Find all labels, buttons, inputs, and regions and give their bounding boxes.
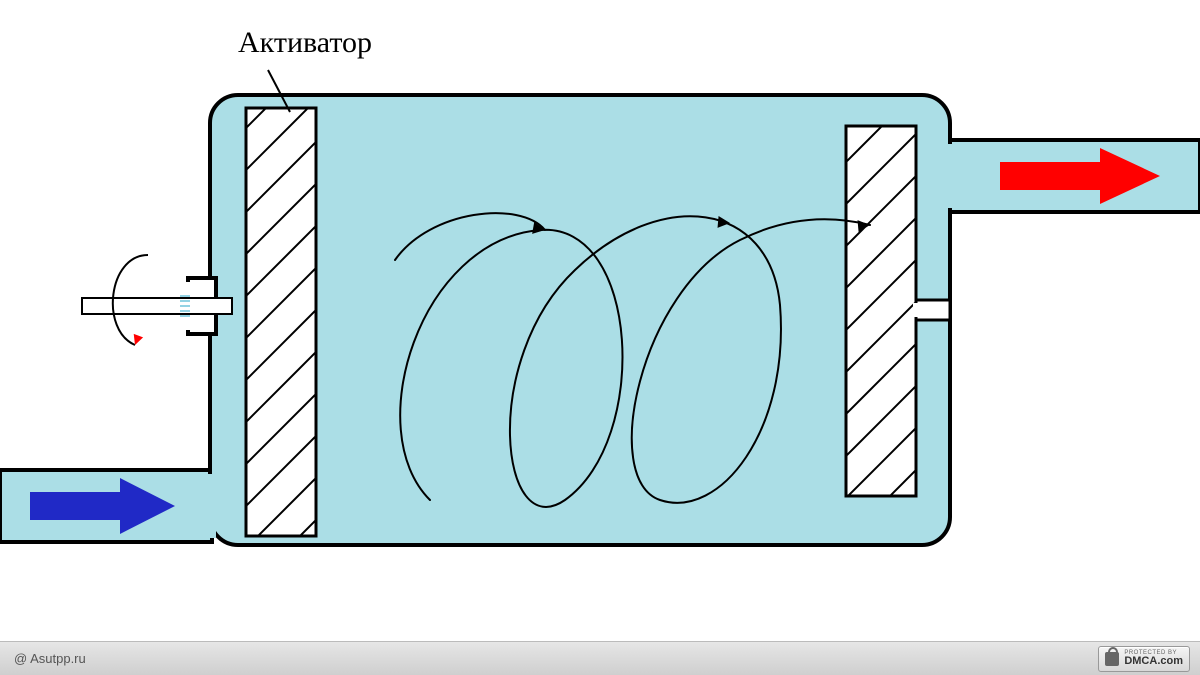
- activator-label: Активатор: [238, 26, 372, 60]
- dmca-line2: DMCA.com: [1124, 656, 1183, 667]
- dmca-badge[interactable]: PROTECTED BY DMCA.com: [1098, 646, 1190, 672]
- footer-bar: @ Asutpp.ru PROTECTED BY DMCA.com: [0, 641, 1200, 675]
- diagram-canvas: [0, 0, 1200, 675]
- attribution-text: @ Asutpp.ru: [14, 651, 86, 666]
- lock-icon: [1105, 652, 1119, 666]
